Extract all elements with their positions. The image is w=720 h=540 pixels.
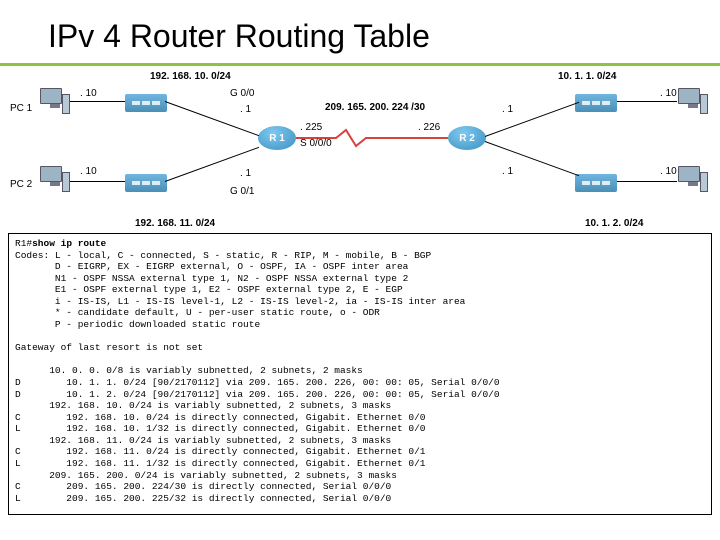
net-top-right: 10. 1. 1. 0/24 (558, 71, 616, 82)
cli-command: show ip route (32, 238, 106, 249)
r2-gtop-ip: . 1 (502, 104, 513, 115)
r1-s000: S 0/0/0 (300, 138, 332, 149)
link-line (70, 181, 125, 182)
link-line (617, 101, 677, 102)
network-diagram: 192. 168. 10. 0/24 10. 1. 1. 0/24 192. 1… (0, 66, 720, 231)
r1-g01: G 0/1 (230, 186, 254, 197)
switch-icon (575, 94, 617, 112)
link-line (70, 101, 125, 102)
link-line (617, 181, 677, 182)
r1-s-ip: . 225 (300, 122, 322, 133)
pc4-ip: . 10 (660, 166, 677, 177)
page-title: IPv 4 Router Routing Table (0, 0, 720, 63)
r2-s-ip: . 226 (418, 122, 440, 133)
r1-g01-ip: . 1 (240, 168, 251, 179)
pc1-ip: . 10 (80, 88, 97, 99)
r1-g00: G 0/0 (230, 88, 254, 99)
net-bottom-left: 192. 168. 11. 0/24 (135, 218, 215, 229)
pc-icon (678, 88, 708, 116)
cli-prompt: R1# (15, 238, 32, 249)
net-bottom-right: 10. 1. 2. 0/24 (585, 218, 643, 229)
cli-routes: 10. 0. 0. 0/8 is variably subnetted, 2 s… (15, 365, 500, 503)
switch-icon (125, 174, 167, 192)
pc1-label: PC 1 (10, 103, 32, 114)
cli-codes: Codes: L - local, C - connected, S - sta… (15, 250, 465, 330)
pc-icon (678, 166, 708, 194)
pc3-ip: . 10 (660, 88, 677, 99)
link-line (485, 141, 579, 176)
net-top-left: 192. 168. 10. 0/24 (150, 71, 231, 82)
cli-gateway: Gateway of last resort is not set (15, 342, 203, 353)
router-r2-icon: R 2 (448, 126, 486, 150)
net-wan: 209. 165. 200. 224 /30 (325, 102, 425, 113)
cli-output: R1#show ip route Codes: L - local, C - c… (8, 233, 712, 515)
pc-icon (40, 88, 70, 116)
r1-g00-ip: . 1 (240, 104, 251, 115)
link-line (485, 102, 579, 137)
router-r1-icon: R 1 (258, 126, 296, 150)
pc2-ip: . 10 (80, 166, 97, 177)
switch-icon (575, 174, 617, 192)
pc-icon (40, 166, 70, 194)
pc2-label: PC 2 (10, 179, 32, 190)
r2-gbot-ip: . 1 (502, 166, 513, 177)
switch-icon (125, 94, 167, 112)
